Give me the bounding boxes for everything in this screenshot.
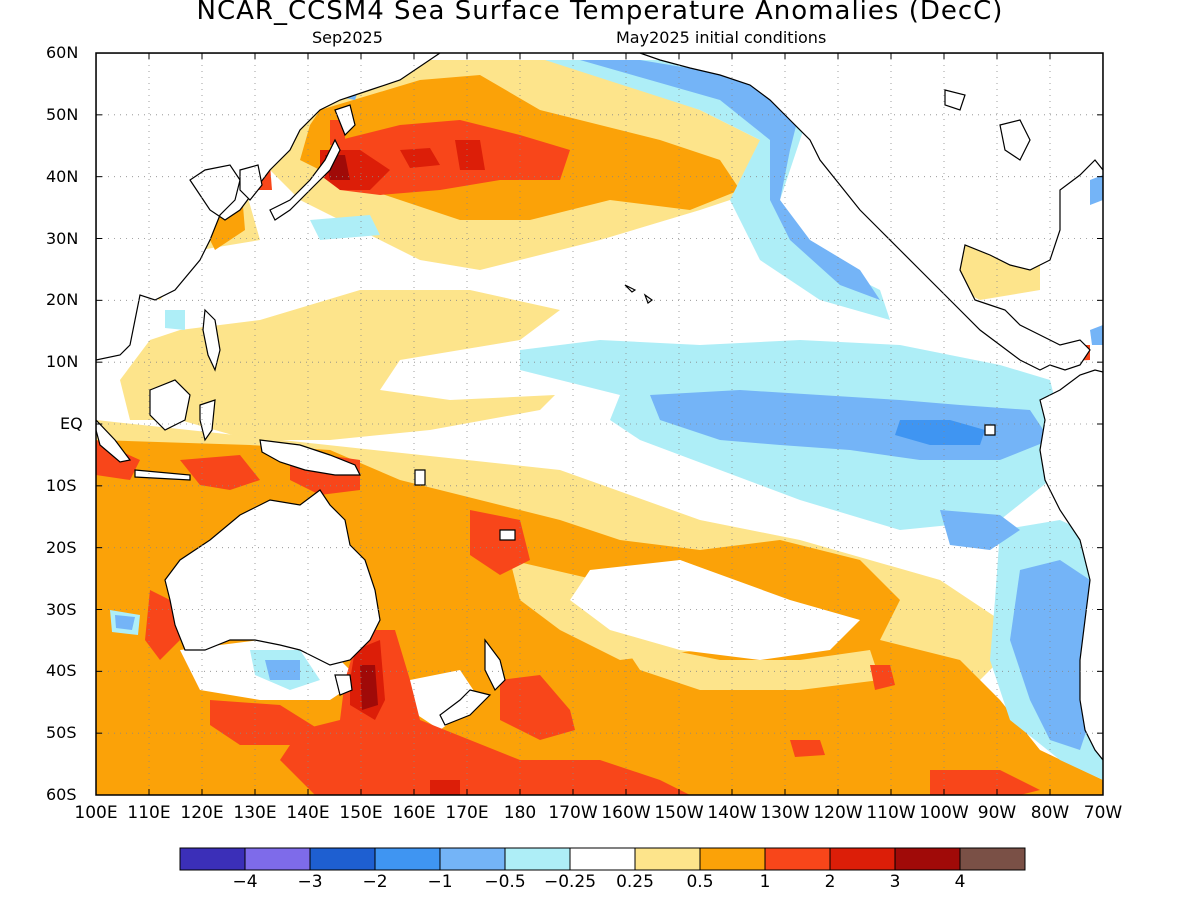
lon-tick-label: 140E xyxy=(286,803,330,823)
map-grid xyxy=(96,53,1103,795)
lon-tick-label: 180 xyxy=(503,803,537,823)
axis-ticks xyxy=(95,52,1104,796)
lon-tick-label: 70W xyxy=(1083,803,1123,823)
map-title: NCAR_CCSM4 Sea Surface Temperature Anoma… xyxy=(196,0,1004,26)
colorbar-swatch xyxy=(894,847,961,871)
lon-tick-label: 110W xyxy=(866,803,916,823)
lat-tick-label: 40N xyxy=(46,166,79,186)
colorbar-swatch xyxy=(699,847,766,871)
lat-tick-label: 20S xyxy=(46,537,77,557)
lon-tick-label: 90W xyxy=(977,803,1017,823)
forecast-month: Sep2025 xyxy=(312,28,383,47)
lon-tick-label: 150W xyxy=(654,803,704,823)
initial-conditions: May2025 initial conditions xyxy=(616,28,827,47)
colorbar-swatch xyxy=(959,847,1026,871)
colorbar-swatch xyxy=(439,847,506,871)
lon-tick-label: 170W xyxy=(548,803,598,823)
colorbar-label: −4 xyxy=(232,872,258,892)
colorbar-swatch xyxy=(569,847,636,871)
colorbar-swatch xyxy=(309,847,376,871)
colorbar-label: 2 xyxy=(824,872,836,892)
lat-tick-label: EQ xyxy=(60,414,83,433)
colorbar-swatch xyxy=(374,847,441,871)
colorbar-label: 0.5 xyxy=(686,872,714,892)
colorbar-label: 1 xyxy=(759,872,771,892)
lat-tick-label: 30S xyxy=(46,599,77,619)
lon-tick-label: 130W xyxy=(760,803,810,823)
lon-tick-label: 120W xyxy=(813,803,863,823)
colorbar-label: 3 xyxy=(889,872,901,892)
colorbar-swatch xyxy=(829,847,896,871)
land-outlines xyxy=(96,53,1103,761)
colorbar-label: −2 xyxy=(362,872,388,892)
lon-tick-label: 170E xyxy=(445,803,489,823)
anomaly-band-neg2-neg1 xyxy=(895,420,985,445)
colorbar-swatch xyxy=(504,847,571,871)
colorbar-label: 4 xyxy=(954,872,966,892)
lon-tick-label: 100E xyxy=(74,803,118,823)
lat-tick-label: 20N xyxy=(46,290,79,310)
lon-tick-label: 150E xyxy=(339,803,383,823)
lat-tick-label: 10N xyxy=(46,352,79,372)
lon-tick-label: 110E xyxy=(127,803,171,823)
lon-tick-label: 160W xyxy=(601,803,651,823)
lat-tick-label: 60S xyxy=(46,785,77,804)
lat-tick-label: 40S xyxy=(46,661,77,681)
colorbar-label: 0.25 xyxy=(616,872,654,892)
lon-tick-label: 100W xyxy=(919,803,969,823)
lat-tick-label: 60N xyxy=(46,43,79,62)
lon-tick-label: 120E xyxy=(180,803,224,823)
colorbar-label: −3 xyxy=(297,872,323,892)
lon-tick-label: 80W xyxy=(1030,803,1070,823)
colorbar-swatch xyxy=(244,847,311,871)
lat-tick-label: 50S xyxy=(46,723,77,743)
colorbar-label: −1 xyxy=(427,872,453,892)
lon-tick-label: 130E xyxy=(233,803,277,823)
lat-tick-label: 10S xyxy=(46,475,77,495)
colorbar-swatch xyxy=(634,847,701,871)
colorbar-swatch xyxy=(764,847,831,871)
anomaly-field xyxy=(96,53,1103,795)
lat-tick-label: 50N xyxy=(46,104,79,124)
colorbar xyxy=(179,847,1026,871)
lon-tick-label: 160E xyxy=(392,803,436,823)
colorbar-swatch xyxy=(179,847,246,871)
anomaly-band-0.25-0.5-south xyxy=(620,640,880,690)
colorbar-label: −0.5 xyxy=(484,872,526,892)
lon-tick-label: 140W xyxy=(707,803,757,823)
colorbar-label: −0.25 xyxy=(543,872,597,892)
lat-tick-label: 30N xyxy=(46,228,79,248)
